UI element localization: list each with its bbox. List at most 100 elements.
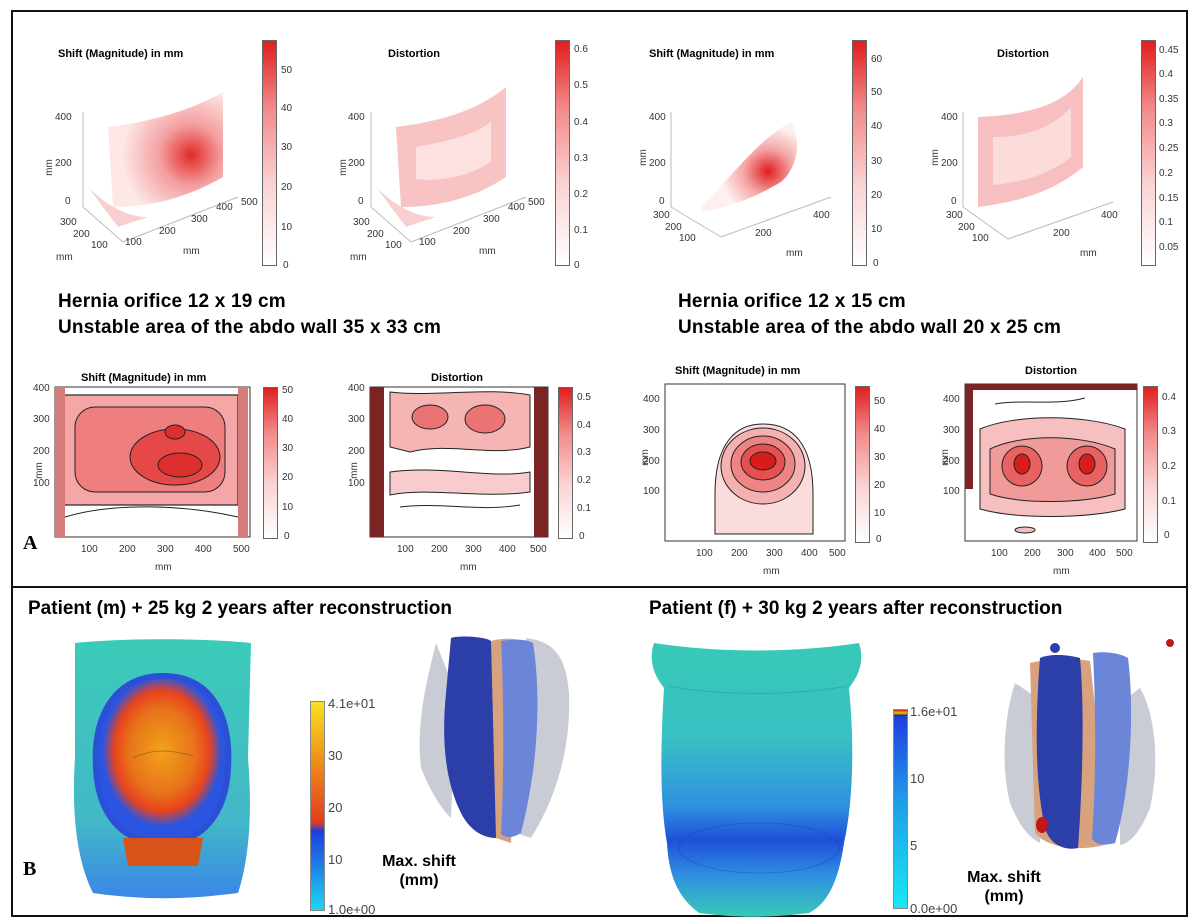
hernia-caption-left-line1: Hernia orifice 12 x 19 cm <box>58 291 286 312</box>
cbar-tick: 0.4 <box>577 420 591 431</box>
x-tick: 400 <box>1101 210 1118 221</box>
cbar-tick: 0.2 <box>1159 168 1173 179</box>
x-tick: 200 <box>731 548 748 559</box>
y-axis-label: mm <box>33 462 45 479</box>
x-tick: 200 <box>755 228 772 239</box>
y-tick: 400 <box>643 394 660 405</box>
y-tick: 400 <box>33 383 50 394</box>
z-tick: 400 <box>649 112 666 123</box>
cbar-tick: 30 <box>328 748 343 763</box>
x-tick: 500 <box>530 544 547 555</box>
cbar-tick: 0.5 <box>577 392 591 403</box>
cbar-tick: 0 <box>1164 530 1170 541</box>
hernia-caption-right-line1: Hernia orifice 12 x 15 cm <box>678 291 906 312</box>
cbar-tick: 20 <box>282 472 294 483</box>
distortion-2d-contour-left <box>369 386 549 538</box>
y-tick: 200 <box>943 456 960 467</box>
y-tick: 300 <box>60 217 77 228</box>
shift-3d-surface-left <box>82 92 239 243</box>
x-tick: 500 <box>241 197 258 208</box>
max-shift-label-male: Max. shift (mm) <box>382 853 456 889</box>
plot-title: Distortion <box>997 48 1049 60</box>
y-axis-label: mm <box>348 462 360 479</box>
cbar-tick: 10 <box>328 852 343 867</box>
cbar-tick: 10 <box>874 508 886 519</box>
cbar-tick: 0.2 <box>574 189 588 200</box>
x-tick: 400 <box>508 202 525 213</box>
y-axis-label: mm <box>350 252 367 263</box>
cbar-tick: 10 <box>282 502 294 513</box>
y-axis-label: mm <box>56 252 73 263</box>
cbar-tick: 50 <box>282 385 294 396</box>
x-tick: 200 <box>453 226 470 237</box>
x-tick: 200 <box>119 544 136 555</box>
cbar-tick: 1.6e+01 <box>910 704 958 719</box>
y-tick: 100 <box>33 478 50 489</box>
plot-title: Distortion <box>431 372 483 384</box>
x-axis-label: mm <box>155 562 172 573</box>
y-tick: 200 <box>958 222 975 233</box>
x-tick: 400 <box>813 210 830 221</box>
cbar-tick: 0.2 <box>577 475 591 486</box>
cbar-tick: 4.1e+01 <box>328 696 376 711</box>
cbar-tick: 0.4 <box>1162 392 1176 403</box>
z-axis-label: mm <box>637 149 649 166</box>
x-tick: 500 <box>528 197 545 208</box>
x-tick: 100 <box>419 237 436 248</box>
x-tick: 300 <box>1057 548 1074 559</box>
x-axis-label: mm <box>479 246 496 257</box>
x-tick: 500 <box>233 544 250 555</box>
cbar-tick: 0.45 <box>1159 45 1179 56</box>
x-axis-label: mm <box>1080 248 1097 259</box>
x-tick: 200 <box>1053 228 1070 239</box>
y-tick: 100 <box>643 486 660 497</box>
z-tick: 200 <box>649 158 666 169</box>
plot-title: Distortion <box>1025 365 1077 377</box>
colorbar <box>262 40 277 266</box>
cbar-tick: 0.35 <box>1159 94 1179 105</box>
z-tick: 200 <box>55 158 72 169</box>
x-tick: 500 <box>829 548 846 559</box>
y-tick: 300 <box>353 217 370 228</box>
x-axis-label: mm <box>763 566 780 577</box>
cbar-tick: 0.5 <box>574 80 588 91</box>
panel-a: Shift (Magnitude) in mm 400 200 0 mm 300… <box>11 10 1188 588</box>
shift-3d-surface-right <box>670 112 832 238</box>
colorbar <box>263 387 278 539</box>
z-tick: 0 <box>659 196 665 207</box>
y-tick: 100 <box>972 233 989 244</box>
x-tick: 300 <box>465 544 482 555</box>
x-tick: 300 <box>483 214 500 225</box>
plot-title: Shift (Magnitude) in mm <box>649 48 775 60</box>
cbar-tick: 0.05 <box>1159 242 1179 253</box>
y-tick: 200 <box>33 446 50 457</box>
cbar-tick: 0.15 <box>1159 193 1179 204</box>
cbar-tick: 10 <box>281 222 293 233</box>
y-tick: 200 <box>367 229 384 240</box>
cbar-tick: 0.1 <box>1162 496 1176 507</box>
x-tick: 400 <box>1089 548 1106 559</box>
x-tick: 200 <box>431 544 448 555</box>
mesh-reconstruction-female <box>1004 639 1174 849</box>
y-tick: 100 <box>679 233 696 244</box>
cbar-tick: 50 <box>281 65 293 76</box>
cbar-tick: 50 <box>874 396 886 407</box>
cbar-tick: 0 <box>579 531 585 542</box>
distortion-2d-contour-right <box>964 383 1138 542</box>
hernia-caption-right-line2: Unstable area of the abdo wall 20 x 25 c… <box>678 317 1062 338</box>
x-axis-label: mm <box>183 246 200 257</box>
colorbar-shift-male <box>310 701 325 911</box>
y-tick: 300 <box>33 414 50 425</box>
max-shift-label-female: Max. shift (mm) <box>967 869 1041 905</box>
plot-title: Shift (Magnitude) in mm <box>675 365 801 377</box>
x-tick: 100 <box>125 237 142 248</box>
x-tick: 300 <box>157 544 174 555</box>
y-tick: 400 <box>348 383 365 394</box>
cbar-tick: 0.3 <box>574 153 588 164</box>
cbar-tick: 0 <box>284 531 290 542</box>
x-tick: 400 <box>499 544 516 555</box>
x-tick: 400 <box>801 548 818 559</box>
panel-letter-b: B <box>23 858 37 880</box>
shift-2d-contour-left <box>54 386 251 538</box>
y-tick: 300 <box>943 425 960 436</box>
